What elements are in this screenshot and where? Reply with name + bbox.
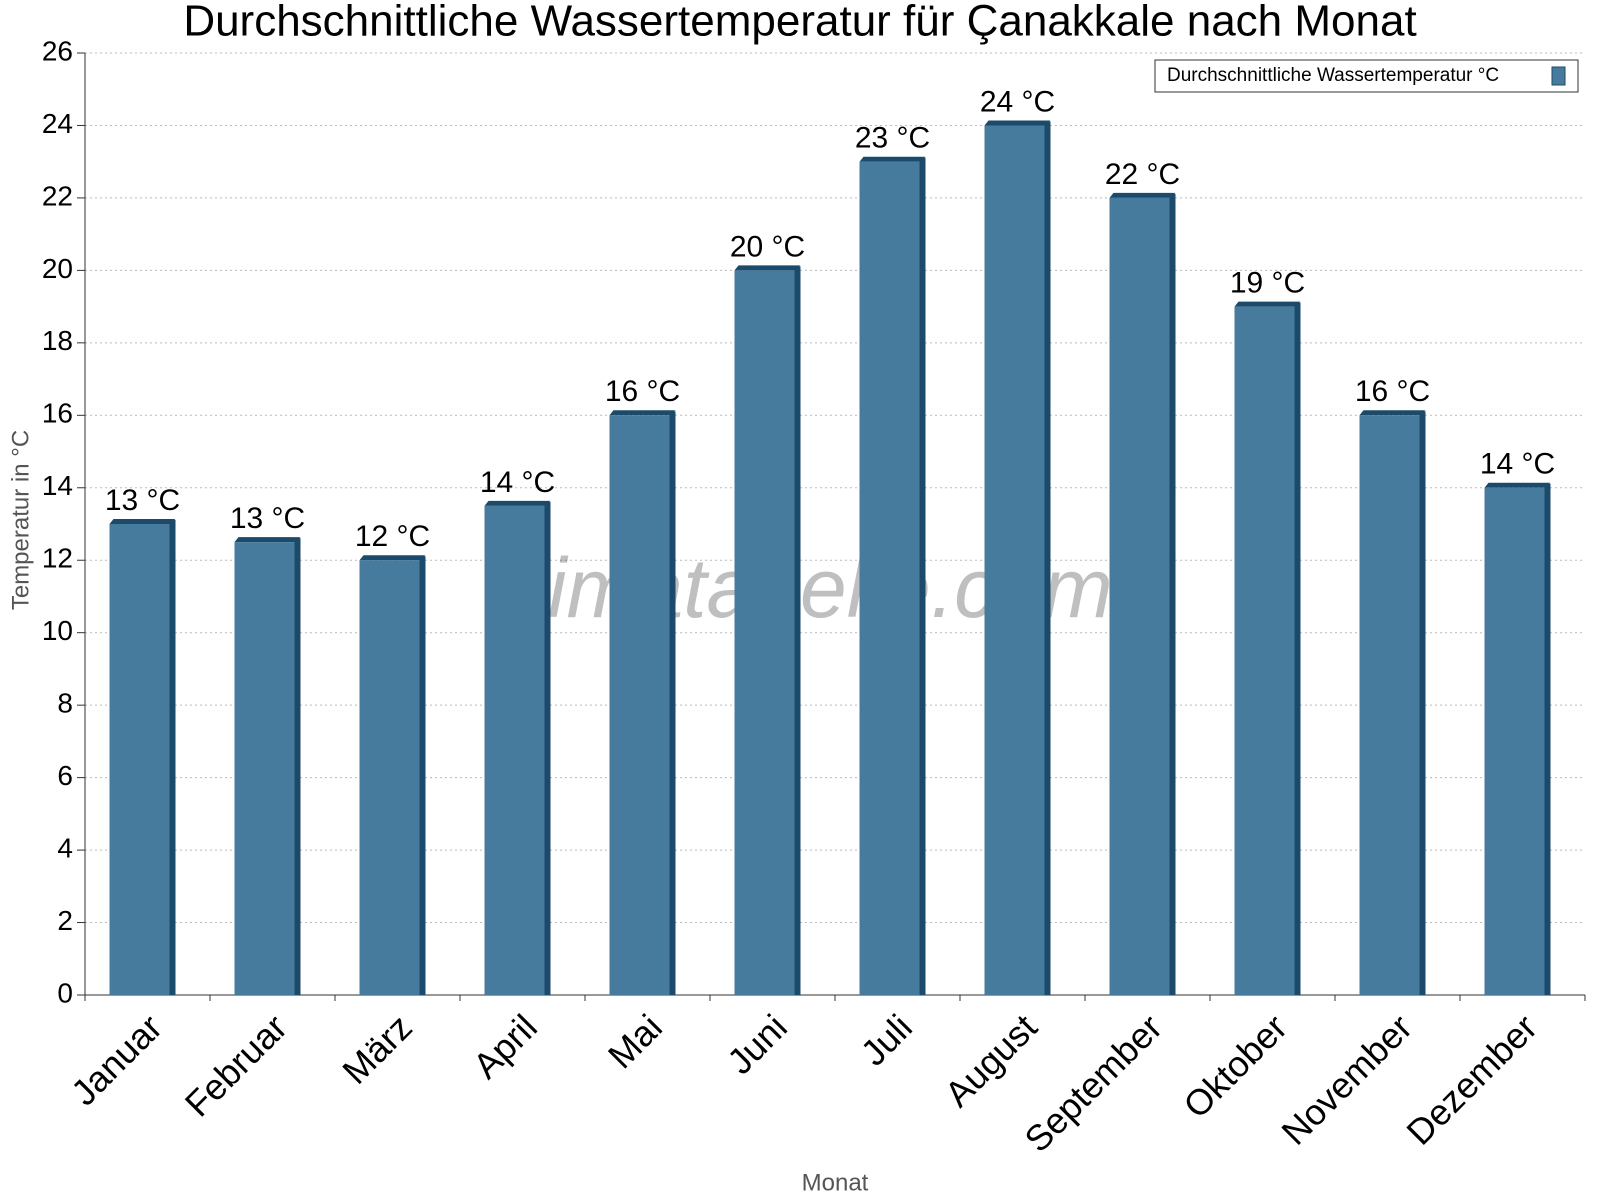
bar-side [1419,411,1426,995]
bar-side [1169,193,1176,995]
bar-side [294,538,301,995]
bar-group [109,519,176,995]
y-tick-label: 24 [42,108,73,139]
bar-top [1484,482,1551,488]
bar-side [1294,302,1301,996]
x-tick-label: September [1016,1006,1170,1160]
legend-box [1154,59,1579,93]
value-label: 22 °C [1105,158,1180,191]
bar [609,415,670,995]
bar [984,125,1045,995]
value-label: 13 °C [230,502,305,535]
x-tick-label: Dezember [1398,1006,1544,1152]
bar-group [1234,301,1301,996]
bar-top [1109,192,1176,198]
value-label: 16 °C [1355,375,1430,408]
x-tick-label: August [937,1006,1045,1114]
bar-top [359,555,426,561]
y-tick-label: 26 [42,35,73,66]
bar-top [234,537,301,543]
bar-side [544,501,551,995]
bar-side [669,411,676,995]
value-label: 23 °C [855,122,930,155]
y-tick-label: 22 [42,180,73,211]
bar-group [984,120,1051,995]
bar-group [234,537,301,995]
y-tick-label: 6 [57,760,73,791]
bar-group [734,265,801,995]
x-tick-label: Februar [177,1006,295,1124]
bar-top [1359,410,1426,416]
bar-group [359,555,426,995]
bar-group [1484,482,1551,995]
value-label: 13 °C [105,484,180,517]
x-tick-label: Juli [853,1006,920,1073]
bar [1234,306,1295,996]
bar [1484,487,1545,995]
bar-side [919,157,926,995]
bar-group [1359,410,1426,995]
bar-group [859,156,926,995]
bar-top [984,120,1051,126]
y-tick-label: 0 [57,977,73,1008]
bar-side [419,556,426,995]
bar [484,505,545,995]
bar-top [484,500,551,506]
bar-side [1044,121,1051,995]
bar [234,542,295,995]
value-label: 12 °C [355,520,430,553]
value-label: 19 °C [1230,267,1305,300]
bar-top [609,410,676,416]
bar-group [1109,192,1176,995]
bar-top [109,519,176,524]
y-tick-label: 4 [57,832,73,863]
bar-top [1234,301,1301,307]
y-tick-label: 16 [42,398,73,429]
bar-top [859,156,926,162]
bar [734,270,795,995]
x-tick-label: März [334,1006,420,1092]
bar-side [1544,483,1551,995]
bar [1109,197,1170,995]
bar [859,161,920,995]
x-tick-label: Oktober [1175,1006,1295,1126]
y-tick-label: 18 [42,325,73,356]
y-tick-label: 8 [57,688,73,719]
bar [1359,415,1420,995]
x-tick-label: November [1273,1006,1419,1152]
legend-swatch [1551,66,1566,86]
x-axis-label: Monat [802,1169,869,1196]
y-tick-label: 10 [42,615,73,646]
y-tick-label: 2 [57,905,73,936]
bar [359,560,420,995]
bar-top [734,265,801,271]
y-tick-label: 20 [42,253,73,284]
y-tick-label: 12 [42,543,73,574]
x-tick-label: April [465,1006,545,1086]
legend-label: Durchschnittliche Wassertemperatur °C [1167,65,1499,86]
y-tick-label: 14 [42,470,73,501]
bar-group [484,500,551,995]
bar-side [169,520,176,995]
x-tick-label: Juni [719,1006,795,1082]
bar [109,524,170,995]
y-axis-label: Temperatur in °C [7,430,34,610]
bar-side [794,266,801,995]
x-tick-label: Mai [600,1006,670,1076]
value-label: 14 °C [1480,448,1555,481]
x-tick-label: Januar [63,1006,170,1113]
value-label: 16 °C [605,375,680,408]
bar-group [609,410,676,995]
value-label: 14 °C [480,466,555,499]
value-label: 20 °C [730,230,805,263]
chart-title: Durchschnittliche Wassertemperatur für Ç… [183,0,1416,46]
value-label: 24 °C [980,85,1055,118]
